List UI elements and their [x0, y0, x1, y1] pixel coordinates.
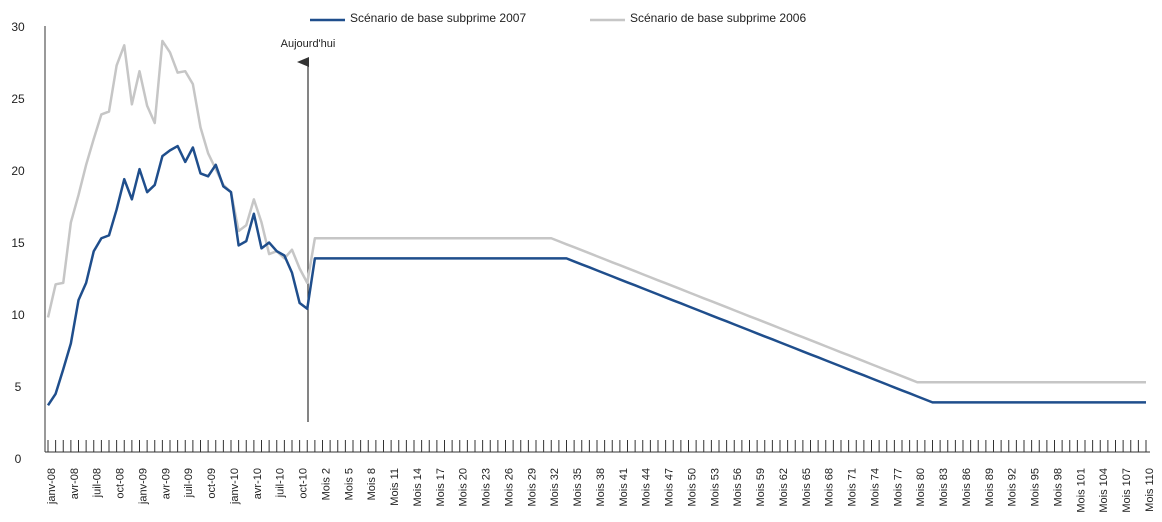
- x-tick-label: Mois 74: [869, 468, 881, 507]
- x-tick-label: Mois 101: [1075, 468, 1087, 513]
- x-tick-label: Mois 5: [343, 468, 355, 500]
- x-tick-label: Mois 65: [801, 468, 813, 507]
- x-tick-label: janv-08: [46, 468, 58, 505]
- x-tick-label: Mois 17: [435, 468, 447, 507]
- x-tick-label: Mois 41: [618, 468, 630, 507]
- x-tick-label: Mois 86: [961, 468, 973, 507]
- y-tick-label: 0: [15, 452, 22, 466]
- x-tick-label: Mois 47: [664, 468, 676, 507]
- x-tick-label: Mois 80: [915, 468, 927, 507]
- series-line: [46, 39, 1146, 384]
- x-tick-label: Mois 53: [709, 468, 721, 507]
- x-tick-label: Mois 2: [320, 468, 332, 500]
- x-tick-label: juil-10: [275, 468, 287, 498]
- series-line: [46, 144, 1146, 406]
- x-tick-label: Mois 50: [686, 468, 698, 507]
- x-tick-label: Mois 107: [1121, 468, 1133, 513]
- annotation: Aujourd'hui: [281, 38, 336, 50]
- x-tick-label: oct-08: [115, 468, 127, 499]
- x-tick-label: Mois 98: [1052, 468, 1064, 507]
- x-tick-label: avr-10: [252, 468, 264, 499]
- y-tick-label: 25: [11, 92, 25, 106]
- x-tick-label: Mois 26: [503, 468, 515, 507]
- x-tick-label: Mois 89: [984, 468, 996, 507]
- x-tick-label: oct-09: [206, 468, 218, 499]
- x-tick-label: avr-09: [160, 468, 172, 499]
- y-tick-label: 10: [11, 308, 25, 322]
- x-tick-label: Mois 11: [389, 468, 401, 506]
- x-tick-label: oct-10: [298, 468, 310, 499]
- x-tick-label: janv-09: [137, 468, 149, 505]
- x-tick-label: Mois 62: [778, 468, 790, 507]
- y-tick-label: 5: [15, 380, 22, 394]
- x-tick-label: Mois 32: [549, 468, 561, 507]
- x-tick-label: juil-08: [92, 468, 104, 498]
- x-tick-label: Mois 83: [938, 468, 950, 507]
- x-tick-label: juil-09: [183, 468, 195, 498]
- x-tick-label: Mois 8: [366, 468, 378, 500]
- x-tick-label: Mois 38: [595, 468, 607, 507]
- x-tick-label: Mois 110: [1144, 468, 1156, 512]
- x-tick-label: Mois 29: [526, 468, 538, 507]
- legend-label: Scénario de base subprime 2006: [630, 11, 806, 25]
- y-tick-label: 30: [11, 20, 25, 34]
- x-tick-label: Mois 56: [732, 468, 744, 507]
- x-tick-label: Mois 77: [892, 468, 904, 507]
- x-tick-label: Mois 71: [847, 468, 859, 507]
- y-tick-label: 15: [11, 236, 25, 250]
- x-tick-label: Mois 95: [1030, 468, 1042, 507]
- x-tick-label: Mois 104: [1098, 468, 1110, 513]
- y-tick-label: 20: [11, 164, 25, 178]
- legend-label: Scénario de base subprime 2007: [350, 11, 526, 25]
- x-tick-label: Mois 20: [458, 468, 470, 507]
- x-tick-label: Mois 44: [641, 468, 653, 507]
- x-tick-label: Mois 14: [412, 468, 424, 507]
- x-tick-label: avr-08: [69, 468, 81, 499]
- x-tick-label: janv-10: [229, 468, 241, 505]
- x-tick-label: Mois 59: [755, 468, 767, 507]
- x-tick-label: Mois 35: [572, 468, 584, 507]
- x-tick-label: Mois 92: [1007, 468, 1019, 507]
- x-tick-label: Mois 68: [824, 468, 836, 507]
- x-tick-label: Mois 23: [481, 468, 493, 507]
